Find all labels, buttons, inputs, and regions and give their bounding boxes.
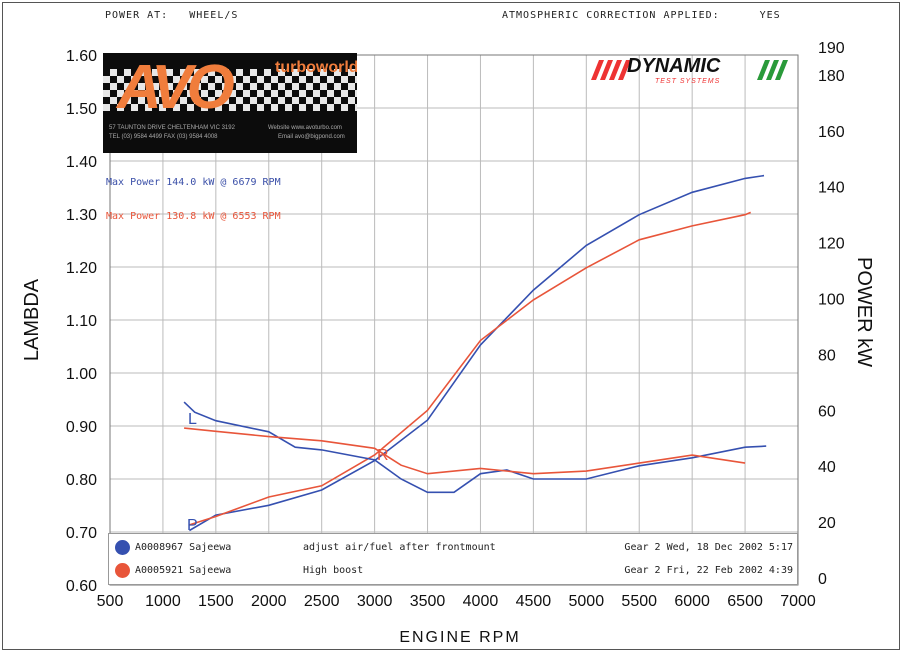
y-right-tick-label: 0 bbox=[818, 571, 827, 588]
x-tick-label: 5500 bbox=[621, 593, 657, 610]
avo-address: 57 TAUNTON DRIVE CHELTENHAM VIC 3192 bbox=[109, 125, 235, 131]
atmos-value: YES bbox=[759, 10, 781, 21]
y-right-tick-label: 180 bbox=[818, 68, 845, 85]
x-tick-label: 1000 bbox=[145, 593, 181, 610]
avo-brand: AVO bbox=[117, 53, 235, 122]
x-tick-label: 3000 bbox=[357, 593, 393, 610]
avo-email: Email avo@bigpond.com bbox=[278, 134, 345, 140]
power-at-header: POWER AT: WHEEL/S bbox=[105, 10, 238, 21]
y-right-tick-label: 140 bbox=[818, 180, 845, 197]
y-right-tick-label: 160 bbox=[818, 124, 845, 141]
plot-area bbox=[109, 54, 799, 586]
max-power-red: Max Power 130.8 kW @ 6553 RPM bbox=[106, 211, 281, 222]
y-left-tick-label: 1.10 bbox=[66, 313, 97, 330]
x-axis-title: ENGINE RPM bbox=[399, 629, 520, 646]
dynamic-stripes-icon bbox=[591, 60, 788, 80]
legend-id: A0005921 Sajeewa bbox=[135, 565, 232, 576]
legend-marker-blue bbox=[115, 540, 130, 555]
legend: A0008967 Sajeewa adjust air/fuel after f… bbox=[108, 533, 798, 585]
avo-sub: turboworld bbox=[275, 59, 357, 76]
x-tick-label: 7000 bbox=[780, 593, 816, 610]
y-left-tick-label: 1.00 bbox=[66, 366, 97, 383]
y-left-tick-label: 1.40 bbox=[66, 154, 97, 171]
series-line-a0005921-lambda bbox=[184, 427, 746, 475]
y-right-tick-label: 100 bbox=[818, 292, 845, 309]
series-line-a0005921-power bbox=[189, 211, 752, 526]
y-right-axis-title: POWER kW bbox=[853, 257, 875, 367]
legend-row: A0005921 Sajeewa High boost Gear 2 Fri, … bbox=[109, 560, 797, 582]
atmos-label: ATMOSPHERIC CORRECTION APPLIED: bbox=[502, 10, 720, 21]
dynamic-subtitle: TEST SYSTEMS bbox=[655, 78, 721, 85]
legend-note: High boost bbox=[303, 565, 364, 576]
y-left-tick-label: 0.80 bbox=[66, 472, 97, 489]
x-tick-label: 1500 bbox=[198, 593, 234, 610]
power-at-value: WHEEL/S bbox=[189, 10, 239, 21]
dynamic-title: DYNAMIC bbox=[627, 55, 721, 77]
y-left-tick-label: 0.90 bbox=[66, 419, 97, 436]
x-tick-label: 6500 bbox=[727, 593, 763, 610]
legend-id: A0008967 Sajeewa bbox=[135, 542, 232, 553]
legend-note: adjust air/fuel after frontmount bbox=[303, 542, 496, 553]
legend-date: Gear 2 Wed, 18 Dec 2002 5:17 bbox=[624, 542, 793, 553]
crossover-label: R bbox=[377, 447, 389, 464]
series-line-a0008967-lambda bbox=[183, 401, 767, 494]
y-right-tick-label: 190 bbox=[818, 40, 845, 57]
y-left-tick-label: 1.20 bbox=[66, 260, 97, 277]
x-tick-label: 5000 bbox=[569, 593, 605, 610]
checker-pattern bbox=[103, 69, 357, 111]
legend-date: Gear 2 Fri, 22 Feb 2002 4:39 bbox=[624, 565, 793, 576]
power-curve-label: P bbox=[187, 517, 198, 534]
x-tick-label: 2000 bbox=[251, 593, 287, 610]
y-left-tick-label: 1.50 bbox=[66, 101, 97, 118]
avo-website: Website www.avoturbo.com bbox=[268, 125, 342, 131]
y-right-tick-label: 120 bbox=[818, 236, 845, 253]
y-left-tick-label: 0.60 bbox=[66, 578, 97, 595]
dynamic-logo: DYNAMIC TEST SYSTEMS bbox=[585, 56, 795, 90]
lambda-curve-label: L bbox=[188, 411, 197, 428]
x-tick-label: 500 bbox=[97, 593, 124, 610]
x-tick-label: 3500 bbox=[410, 593, 446, 610]
y-right-tick-label: 20 bbox=[818, 515, 836, 532]
power-at-label: POWER AT: bbox=[105, 10, 169, 21]
max-power-blue: Max Power 144.0 kW @ 6679 RPM bbox=[106, 177, 281, 188]
legend-marker-red bbox=[115, 563, 130, 578]
y-right-tick-label: 40 bbox=[818, 459, 836, 476]
y-left-tick-label: 0.70 bbox=[66, 525, 97, 542]
avo-phone: TEL (03) 9584 4499 FAX (03) 9584 4008 bbox=[109, 134, 218, 140]
x-tick-label: 2500 bbox=[304, 593, 340, 610]
x-tick-label: 6000 bbox=[674, 593, 710, 610]
y-left-tick-label: 1.30 bbox=[66, 207, 97, 224]
atmos-header: ATMOSPHERIC CORRECTION APPLIED: YES bbox=[502, 10, 781, 21]
x-tick-label: 4000 bbox=[463, 593, 499, 610]
y-right-tick-label: 80 bbox=[818, 347, 836, 364]
legend-row: A0008967 Sajeewa adjust air/fuel after f… bbox=[109, 537, 797, 559]
y-right-tick-label: 60 bbox=[818, 403, 836, 420]
x-tick-label: 4500 bbox=[516, 593, 552, 610]
y-left-tick-label: 1.60 bbox=[66, 48, 97, 65]
y-left-axis-title: LAMBDA bbox=[21, 278, 43, 361]
series-line-a0008967-power bbox=[188, 174, 765, 532]
avo-logo: AVO turboworld 57 TAUNTON DRIVE CHELTENH… bbox=[103, 53, 357, 153]
